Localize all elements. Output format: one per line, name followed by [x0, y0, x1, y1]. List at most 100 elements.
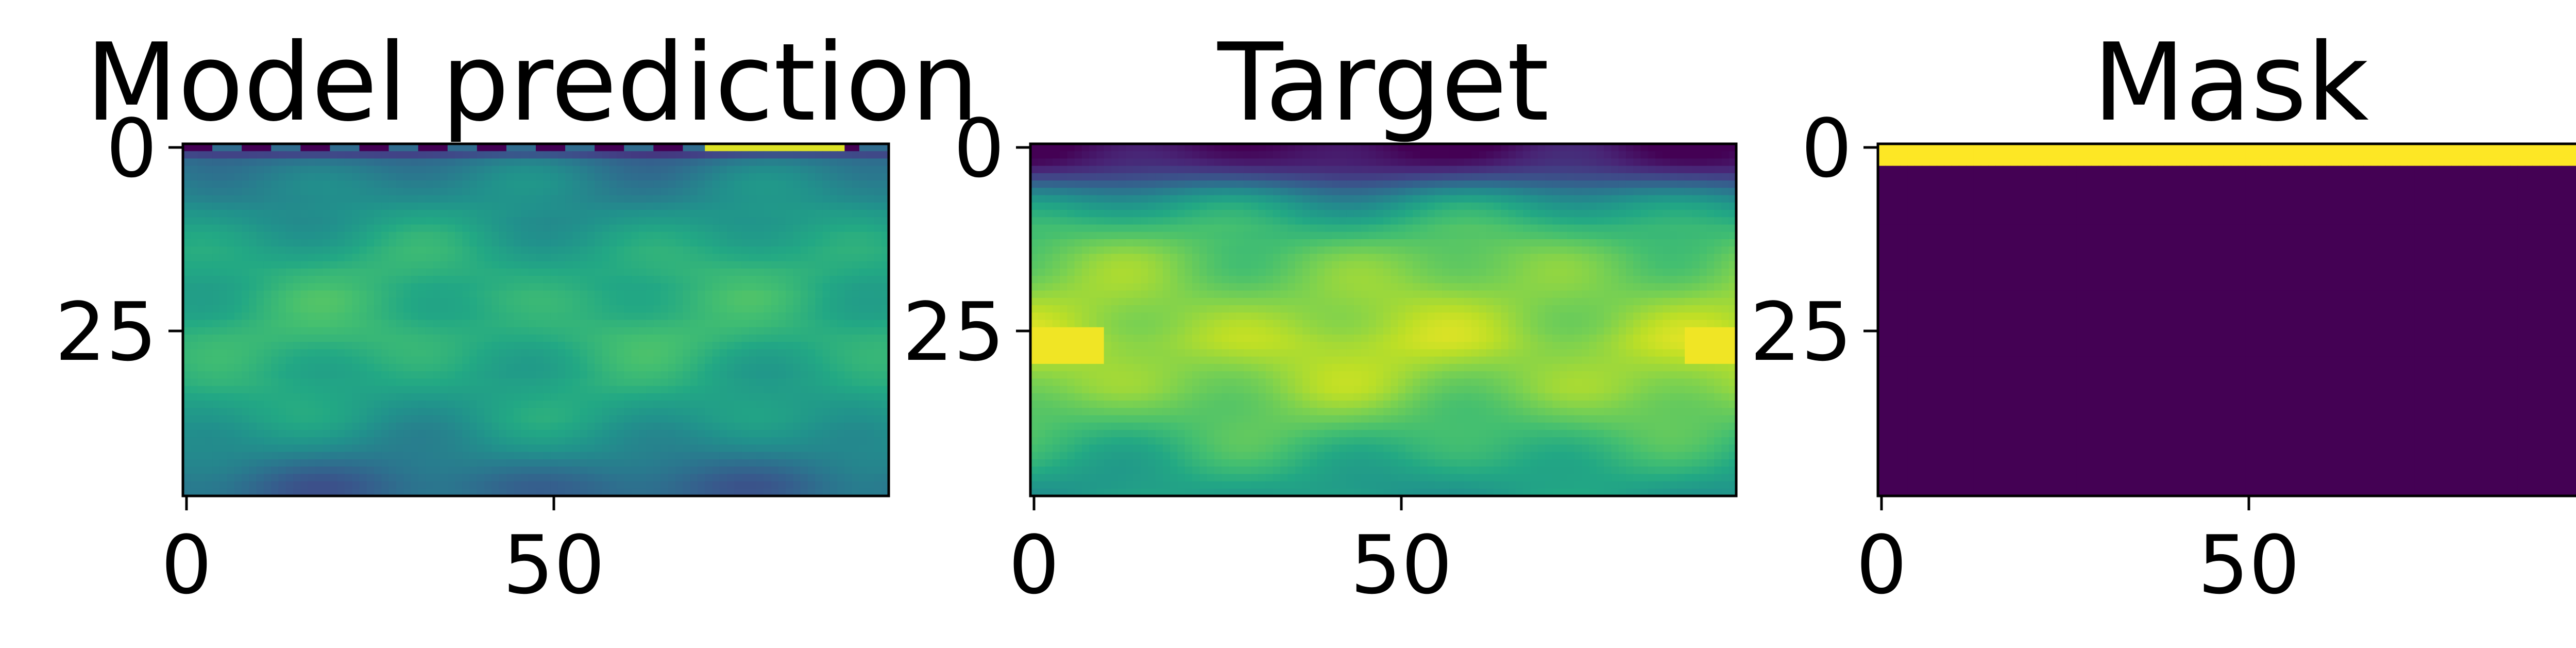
- heatmap-cell: [388, 312, 397, 321]
- heatmap-cell: [1589, 165, 1597, 174]
- heatmap-cell: [1133, 144, 1141, 152]
- heatmap-cell: [1199, 165, 1208, 174]
- heatmap-cell: [469, 210, 478, 218]
- heatmap-cell: [749, 246, 757, 255]
- heatmap-cell: [249, 401, 257, 408]
- heatmap-cell: [668, 268, 676, 276]
- heatmap-cell: [1589, 144, 1597, 152]
- heatmap-cell: [521, 342, 529, 350]
- heatmap-cell: [829, 334, 838, 342]
- heatmap-cell: [403, 429, 412, 438]
- heatmap-cell: [793, 305, 801, 313]
- heatmap-cell: [793, 429, 801, 438]
- heatmap-cell: [1273, 144, 1281, 152]
- heatmap-cell: [227, 151, 235, 159]
- heatmap-cell: [624, 356, 632, 364]
- heatmap-cell: [587, 408, 595, 416]
- heatmap-cell: [285, 452, 294, 460]
- heatmap-cell: [197, 217, 206, 225]
- heatmap-cell: [359, 144, 367, 152]
- heatmap-cell: [712, 261, 720, 269]
- heatmap-cell: [1222, 165, 1230, 174]
- heatmap-cell: [705, 246, 713, 255]
- heatmap-cell: [411, 342, 419, 350]
- heatmap-cell: [749, 356, 757, 364]
- heatmap-cell: [536, 393, 544, 401]
- heatmap-cell: [425, 408, 433, 416]
- heatmap-cell: [778, 173, 786, 181]
- heatmap-cell: [749, 144, 757, 152]
- heatmap-cell: [271, 224, 279, 232]
- heatmap-cell: [822, 334, 831, 342]
- heatmap-cell: [308, 144, 316, 152]
- heatmap-cell: [492, 246, 500, 255]
- heatmap-cell: [852, 467, 860, 475]
- heatmap-cell: [660, 320, 669, 328]
- heatmap-cell: [285, 437, 294, 445]
- heatmap-cell: [219, 393, 228, 401]
- heatmap-cell: [1243, 151, 1251, 159]
- heatmap-cell: [418, 144, 426, 152]
- heatmap-cell: [278, 349, 286, 357]
- heatmap-cell: [359, 437, 367, 445]
- heatmap-cell: [867, 334, 875, 342]
- heatmap-cell: [462, 202, 470, 210]
- heatmap-cell: [381, 210, 389, 218]
- heatmap-cell: [433, 459, 441, 467]
- heatmap-cell: [557, 224, 566, 232]
- heatmap-cell: [822, 356, 831, 364]
- heatmap-cell: [323, 151, 331, 159]
- heatmap-cell: [433, 231, 441, 240]
- heatmap-cell: [183, 202, 191, 210]
- heatmap-cell: [859, 334, 867, 342]
- heatmap-cell: [234, 290, 242, 298]
- heatmap-cell: [293, 401, 301, 408]
- heatmap-cell: [352, 444, 360, 453]
- heatmap-cell: [844, 378, 853, 387]
- heatmap-cell: [822, 371, 831, 379]
- heatmap-cell: [528, 268, 536, 276]
- heatmap-cell: [727, 202, 735, 210]
- heatmap-cell: [881, 210, 889, 218]
- heatmap-cell: [359, 356, 367, 364]
- heatmap-cell: [727, 327, 735, 335]
- heatmap-cell: [388, 195, 397, 203]
- heatmap-cell: [403, 474, 412, 482]
- heatmap-cell: [219, 452, 228, 460]
- heatmap-cell: [528, 481, 536, 489]
- heatmap-cell: [300, 356, 309, 364]
- heatmap-cell: [815, 246, 823, 255]
- heatmap-cell: [668, 474, 676, 482]
- heatmap-cell: [536, 254, 544, 262]
- heatmap-cell: [374, 231, 382, 240]
- heatmap-cell: [205, 467, 213, 475]
- heatmap-cell: [800, 283, 808, 291]
- heatmap-cell: [587, 327, 595, 335]
- heatmap-cell: [565, 415, 573, 423]
- heatmap-cell: [469, 268, 478, 276]
- heatmap-cell: [440, 231, 448, 240]
- heatmap-cell: [557, 488, 566, 496]
- heatmap-cell: [293, 254, 301, 262]
- heatmap-cell: [1038, 165, 1046, 174]
- heatmap-cell: [587, 393, 595, 401]
- heatmap-cell: [756, 401, 765, 408]
- heatmap-cell: [366, 231, 375, 240]
- heatmap-cell: [330, 151, 338, 159]
- heatmap-cell: [631, 297, 639, 306]
- heatmap-cell: [492, 356, 500, 364]
- heatmap-cell: [697, 283, 705, 291]
- heatmap-cell: [822, 312, 831, 321]
- heatmap-cell: [536, 188, 544, 196]
- heatmap-cell: [822, 459, 831, 467]
- heatmap-cell: [1214, 165, 1222, 174]
- heatmap-cell: [440, 488, 448, 496]
- heatmap-cell: [388, 386, 397, 394]
- heatmap-cell: [197, 297, 206, 306]
- heatmap-cell: [1295, 151, 1303, 159]
- heatmap-cell: [256, 437, 264, 445]
- heatmap-cell: [764, 320, 772, 328]
- heatmap-cell: [323, 268, 331, 276]
- heatmap-cell: [587, 474, 595, 482]
- heatmap-cell: [219, 158, 228, 167]
